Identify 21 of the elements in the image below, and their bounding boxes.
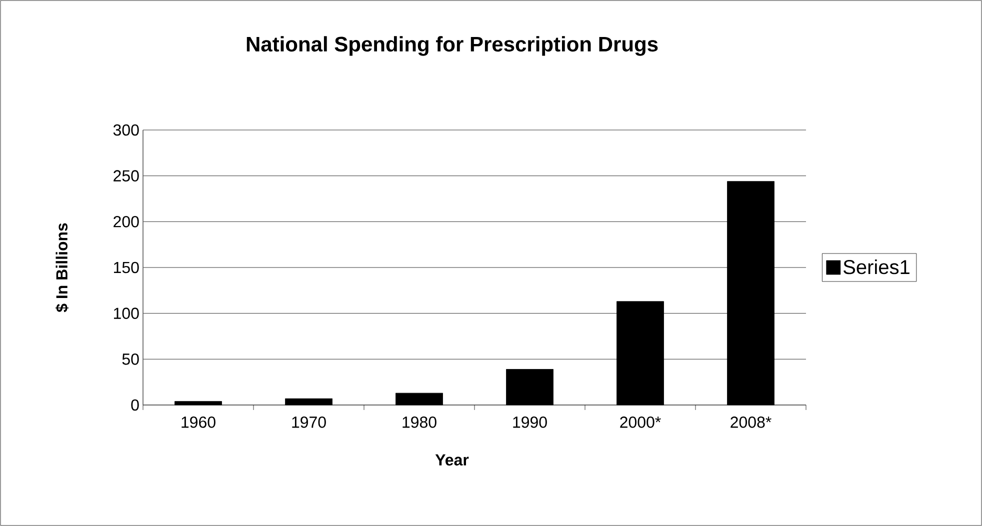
bar xyxy=(285,398,332,406)
chart-title: National Spending for Prescription Drugs xyxy=(246,36,658,56)
bar xyxy=(396,392,443,406)
y-tick-label: 0 xyxy=(131,399,139,411)
x-tick-label: 2008* xyxy=(730,416,772,428)
y-tick-label: 250 xyxy=(114,170,139,182)
y-axis-title: $ In Billions xyxy=(55,223,69,312)
y-tick-label: 300 xyxy=(113,124,139,136)
x-tick-label: 2000* xyxy=(620,416,661,428)
y-tick-label: 200 xyxy=(114,216,139,228)
x-tick-label: 1970 xyxy=(292,416,326,428)
x-tick-label: 1980 xyxy=(402,416,436,428)
legend-label: Series1 xyxy=(844,260,910,274)
x-tick-label: 1990 xyxy=(513,416,547,428)
x-tick-label: 1960 xyxy=(182,416,216,428)
y-tick-label: 100 xyxy=(114,308,139,319)
bar xyxy=(174,401,222,406)
y-tick-label: 50 xyxy=(122,354,139,365)
y-tick-label: 150 xyxy=(114,262,139,274)
bar xyxy=(506,369,554,406)
x-axis-title: Year xyxy=(435,454,469,466)
